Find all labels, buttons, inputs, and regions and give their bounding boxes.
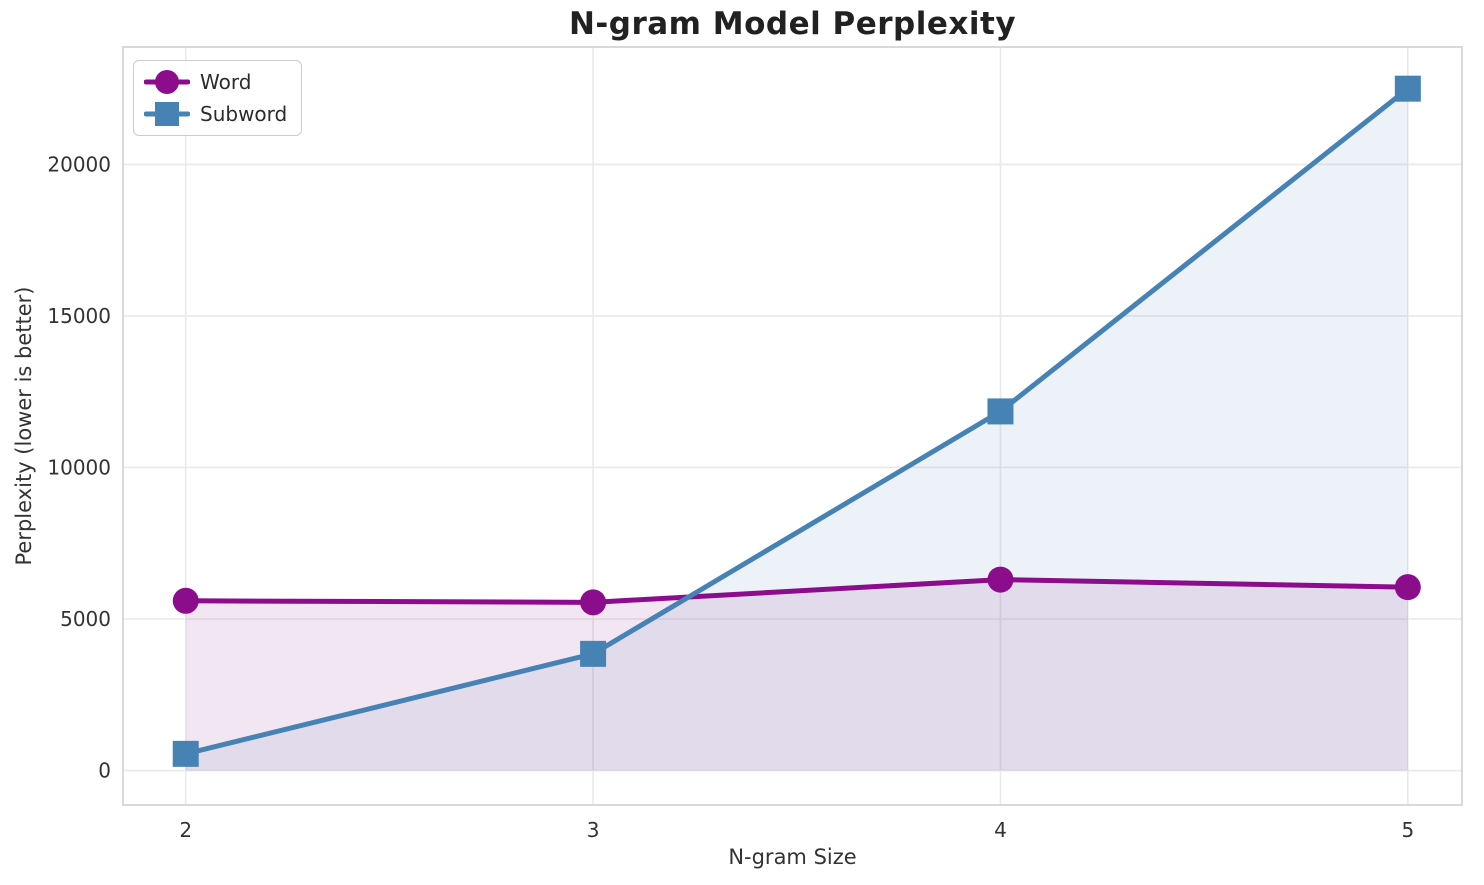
word-marker-icon	[172, 587, 199, 614]
word-area-fill	[185, 579, 1408, 771]
y-axis-label: Perplexity (lower is better)	[12, 286, 36, 566]
word-marker-icon	[1394, 574, 1421, 601]
word-line	[183, 577, 1411, 605]
x-axis-label: N-gram Size	[728, 845, 857, 869]
y-tick-label: 20000	[47, 152, 111, 176]
x-tick-label: 3	[587, 818, 600, 842]
subword-marker-icon	[1394, 75, 1421, 102]
legend-item-word: Word	[144, 68, 287, 96]
y-tick-label: 5000	[60, 607, 111, 631]
word-legend-marker-icon	[144, 70, 190, 94]
y-tick-label: 10000	[47, 455, 111, 479]
x-tick-label: 5	[1401, 818, 1414, 842]
subword-marker-icon	[580, 640, 607, 667]
legend-label: Subword	[200, 102, 288, 126]
subword-marker-icon	[172, 740, 199, 767]
subword-marker-icon	[987, 398, 1014, 425]
legend-label: Word	[200, 70, 252, 94]
chart-title: N-gram Model Perplexity	[568, 6, 1017, 42]
subword-area-fill	[185, 88, 1408, 771]
x-tick-label: 4	[994, 818, 1007, 842]
plot-border	[122, 46, 1463, 806]
subword-legend-marker-icon	[144, 102, 190, 126]
y-tick-label: 0	[98, 759, 111, 783]
word-marker-icon	[987, 566, 1014, 593]
legend-item-subword: Subword	[144, 100, 287, 128]
word-marker-icon	[580, 589, 607, 616]
y-tick-label: 15000	[47, 304, 111, 328]
x-tick-label: 2	[179, 818, 192, 842]
subword-line	[183, 86, 1411, 757]
legend: Word Subword	[133, 60, 303, 136]
